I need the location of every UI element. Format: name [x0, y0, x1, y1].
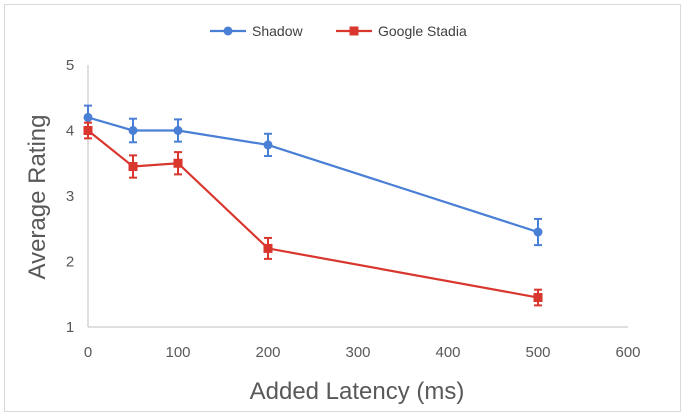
point-1-1 [128, 162, 138, 172]
y-axis-title: Average Rating [24, 115, 51, 280]
y-tick-label-2: 3 [66, 188, 74, 205]
series-0 [83, 104, 543, 247]
series-layer [83, 104, 543, 307]
point-0-2 [173, 126, 183, 135]
y-tick-label-0: 1 [66, 319, 74, 336]
series-line-1 [87, 129, 539, 299]
point-1-3 [263, 243, 273, 253]
legend-marker-0 [223, 26, 233, 36]
point-0-3 [263, 140, 273, 150]
series-line-0 [87, 116, 539, 234]
y-tick-label-1: 2 [66, 254, 74, 271]
x-tick-label-5: 500 [525, 344, 550, 361]
series-1 [83, 121, 543, 307]
legend-label-0: Shadow [252, 23, 303, 39]
legend-label-1: Google Stadia [378, 23, 467, 39]
legend-item-0: Shadow [210, 23, 303, 39]
legend-marker-1 [349, 26, 359, 36]
x-tick-label-4: 400 [435, 344, 460, 361]
x-tick-label-1: 100 [165, 344, 190, 361]
legend-item-1: Google Stadia [336, 23, 467, 39]
legend: Shadow Google Stadia [210, 23, 467, 39]
x-tick-label-6: 600 [615, 344, 640, 361]
point-0-1 [128, 126, 138, 135]
point-1-2 [173, 158, 183, 168]
y-tick-label-4: 5 [66, 57, 74, 74]
x-tick-label-2: 200 [255, 344, 280, 361]
axes: 1 2 3 4 5 0 100 200 300 400 500 600 [66, 57, 641, 361]
point-0-0 [83, 112, 93, 122]
point-1-4 [533, 293, 543, 303]
y-tick-label-3: 4 [66, 123, 74, 140]
x-tick-label-3: 300 [345, 344, 370, 361]
point-0-4 [533, 227, 543, 237]
point-1-0 [83, 126, 93, 135]
x-tick-label-0: 0 [84, 344, 92, 361]
x-axis-title: Added Latency (ms) [250, 378, 465, 405]
chart-frame [4, 4, 681, 412]
